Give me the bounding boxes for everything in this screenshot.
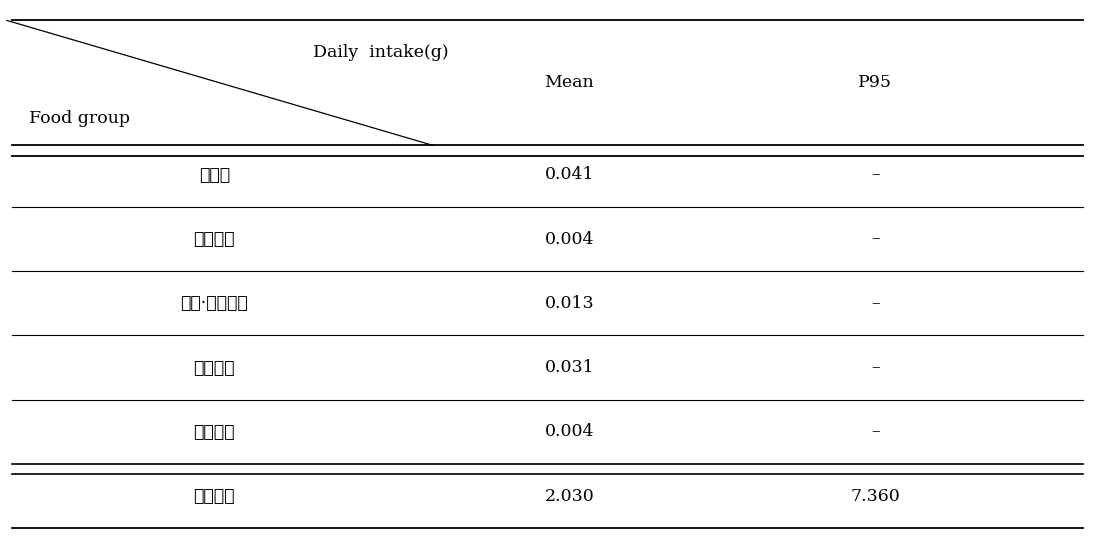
Text: –: – bbox=[871, 167, 879, 183]
Text: 천일염: 천일염 bbox=[199, 166, 230, 184]
Text: 0.013: 0.013 bbox=[544, 295, 595, 312]
Text: 0.004: 0.004 bbox=[544, 230, 595, 247]
Text: 0.031: 0.031 bbox=[544, 359, 595, 376]
Text: –: – bbox=[871, 359, 879, 376]
Text: 재제소금: 재제소금 bbox=[194, 230, 235, 248]
Text: 0.004: 0.004 bbox=[544, 423, 595, 441]
Text: 테움·용융소금: 테움·용융소금 bbox=[181, 294, 249, 312]
Text: –: – bbox=[871, 423, 879, 441]
Text: 0.041: 0.041 bbox=[544, 167, 595, 183]
Text: –: – bbox=[871, 295, 879, 312]
Text: Mean: Mean bbox=[544, 74, 595, 91]
Text: Food group: Food group bbox=[28, 110, 129, 127]
Text: –: – bbox=[871, 230, 879, 247]
Text: Daily  intake(g): Daily intake(g) bbox=[313, 44, 448, 62]
Text: 7.360: 7.360 bbox=[851, 488, 900, 505]
Text: 가공소금: 가공소금 bbox=[194, 487, 235, 505]
Text: 2.030: 2.030 bbox=[544, 488, 595, 505]
Text: 기타소금: 기타소금 bbox=[194, 423, 235, 441]
Text: 정제소금: 정제소금 bbox=[194, 359, 235, 377]
Text: P95: P95 bbox=[858, 74, 892, 91]
